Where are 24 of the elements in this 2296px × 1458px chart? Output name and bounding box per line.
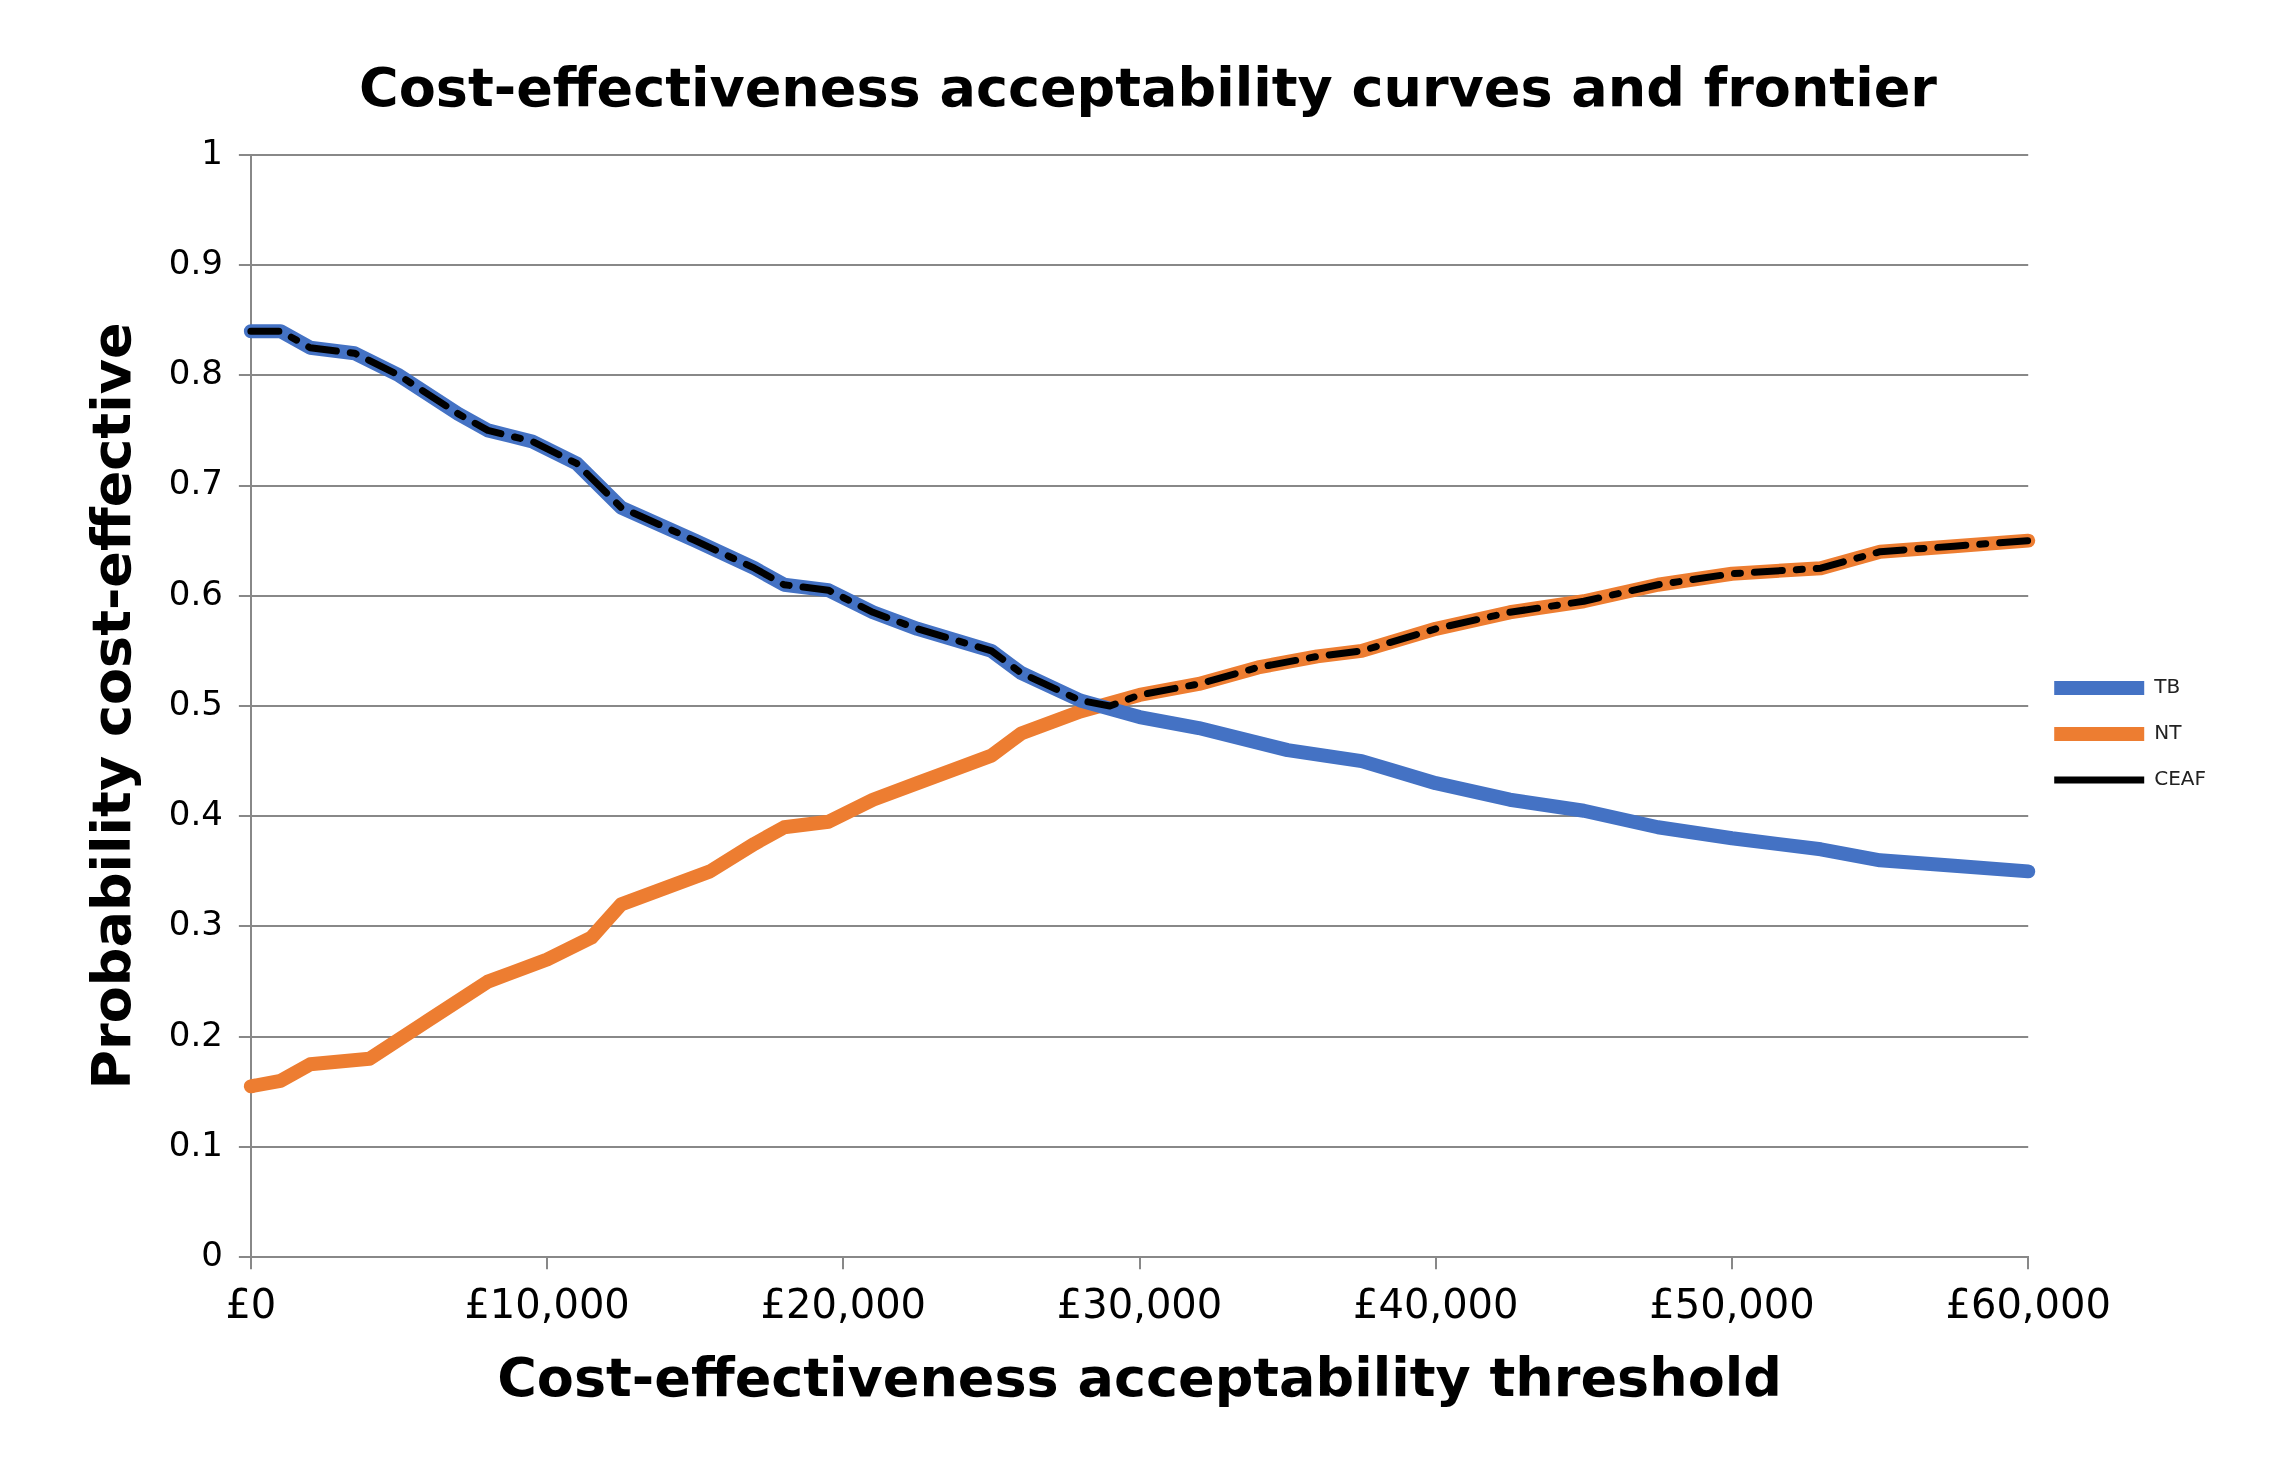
x-tick-label: £0: [225, 1280, 277, 1327]
y-tick-label: 0: [201, 1234, 223, 1275]
y-tick-label: 1: [201, 131, 223, 172]
y-tick-label: 0.6: [168, 572, 223, 613]
x-tick-label: £30,000: [1056, 1280, 1223, 1327]
legend-label: NT: [2154, 720, 2183, 745]
y-axis-title: Probability cost-effective: [80, 322, 144, 1090]
x-tick-label: £40,000: [1353, 1280, 1519, 1327]
x-tick-label: £50,000: [1649, 1280, 1815, 1327]
y-tick-label: 0.5: [168, 682, 223, 723]
y-tick-label: 0.1: [168, 1123, 223, 1164]
y-tick-label: 0.9: [168, 241, 223, 282]
y-tick-label: 0.8: [168, 352, 223, 393]
chart-title: Cost-effectiveness acceptability curves and frontier: [359, 56, 1938, 120]
y-tick-label: 0.3: [168, 903, 223, 944]
y-tick-label: 0.4: [168, 793, 223, 834]
x-tick-label: £20,000: [760, 1280, 927, 1327]
x-tick-label: £60,000: [1945, 1280, 2111, 1327]
x-tick-label: £10,000: [464, 1280, 630, 1327]
x-axis-title: Cost-effectiveness acceptability threshold: [497, 1345, 1782, 1409]
y-tick-label: 0.7: [168, 462, 223, 503]
legend-label: CEAF: [2154, 766, 2207, 791]
legend-label: TB: [2153, 674, 2181, 699]
y-tick-label: 0.2: [168, 1013, 223, 1054]
